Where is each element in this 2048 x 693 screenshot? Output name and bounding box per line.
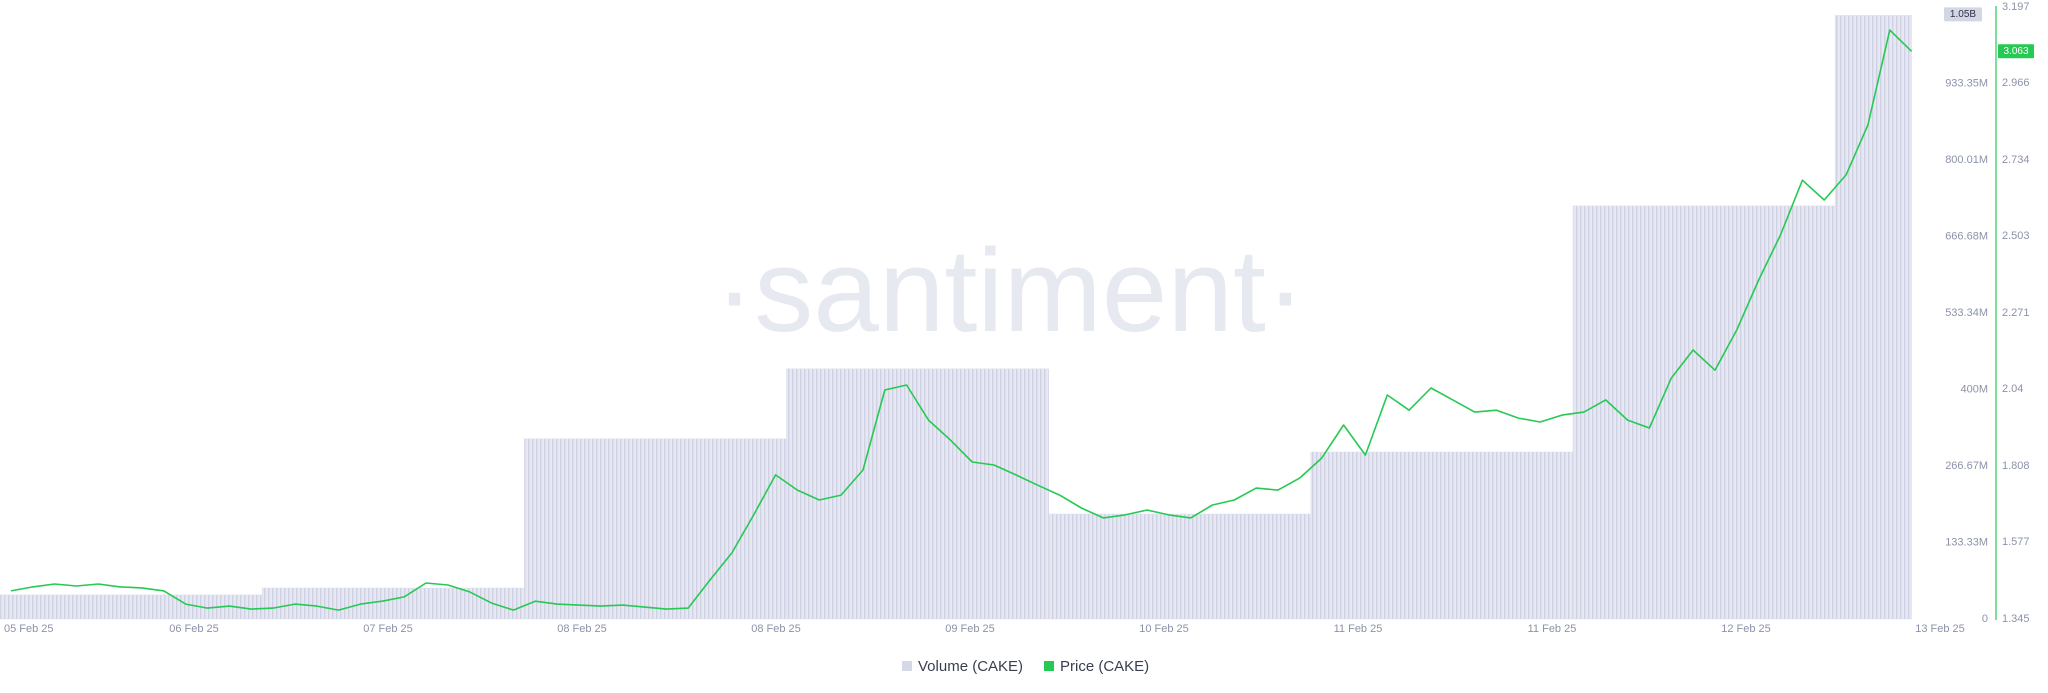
volume-bar xyxy=(261,587,525,620)
x-tick-label: 08 Feb 25 xyxy=(751,623,801,635)
y2-tick-label: 1.808 xyxy=(2002,460,2030,472)
y-tick-label: 400M xyxy=(1960,383,1988,395)
x-tick-label: 08 Feb 25 xyxy=(557,623,607,635)
x-tick-label: 10 Feb 25 xyxy=(1139,623,1189,635)
x-tick-label: 11 Feb 25 xyxy=(1334,623,1383,635)
y2-tick-label: 3.197 xyxy=(2002,1,2030,13)
x-tick-label: 06 Feb 25 xyxy=(169,623,219,635)
y-tick-label: 0 xyxy=(1982,613,1988,625)
value-label: 1.05B xyxy=(1950,9,1976,20)
labels: 05 Feb 25 06 Feb 25 07 Feb 25 08 Feb 25 08 F… xyxy=(4,1,2034,635)
last-price-label: 3.063 xyxy=(2003,46,2028,57)
y2-tick-label: 2.734 xyxy=(2002,154,2030,166)
y-tick-label: 266.67M xyxy=(1945,460,1988,472)
legend-swatch xyxy=(1044,661,1054,671)
x-tick-label: 05 Feb 25 xyxy=(4,623,54,635)
x-tick-label: 09 Feb 25 xyxy=(945,623,995,635)
x-tick-label: 13 Feb 25 xyxy=(1915,623,1965,635)
y2-tick-label: 1.577 xyxy=(2002,536,2030,548)
volume-bar xyxy=(786,368,1049,620)
y2-tick-label: 2.503 xyxy=(2002,230,2030,242)
volume-bar xyxy=(524,438,787,620)
volume-bar xyxy=(1048,513,1312,620)
x-tick-label: 07 Feb 25 xyxy=(363,623,413,635)
y-tick-label: 133.33M xyxy=(1945,536,1988,548)
y2-tick-label: 2.271 xyxy=(2002,307,2030,319)
y2-tick-label: 2.966 xyxy=(2002,77,2030,89)
legend-label: Volume (CAKE) xyxy=(918,658,1023,675)
volume-bar xyxy=(1572,205,1836,620)
legend-swatch xyxy=(902,661,912,671)
x-tick-label: 12 Feb 25 xyxy=(1721,623,1771,635)
value-label-box xyxy=(1944,7,1982,22)
price-lines xyxy=(10,29,1913,611)
legend-label: Price (CAKE) xyxy=(1060,658,1149,675)
y-tick-label: 666.68M xyxy=(1945,230,1988,242)
y-tick-label: 533.34M xyxy=(1945,307,1988,319)
x-tick-label: 11 Feb 25 xyxy=(1528,623,1577,635)
watermark: ·santiment· xyxy=(715,225,1305,357)
y-tick-label: 800.01M xyxy=(1945,154,1988,166)
volume-bars xyxy=(0,15,1912,620)
volume-bar xyxy=(1310,451,1574,620)
price-line xyxy=(10,29,1913,611)
last-price-box xyxy=(1998,44,2034,59)
legend: Volume (CAKE) Price (CAKE) xyxy=(902,658,1149,675)
y2-tick-label: 1.345 xyxy=(2002,613,2030,625)
y-tick-label: 933.35M xyxy=(1945,77,1988,89)
volume-bar xyxy=(1834,15,1912,620)
y2-tick-label: 2.04 xyxy=(2002,383,2023,395)
